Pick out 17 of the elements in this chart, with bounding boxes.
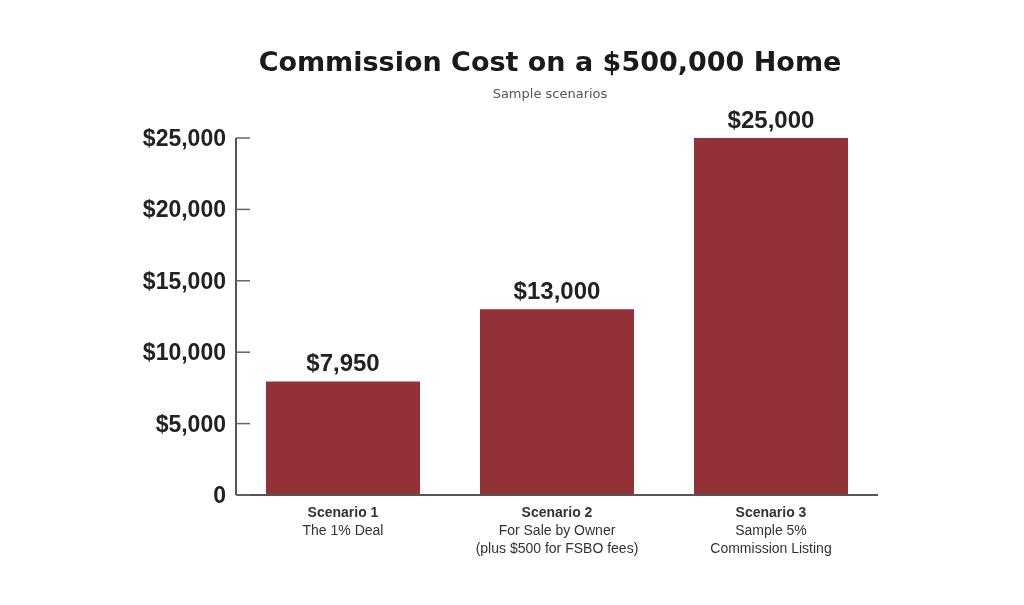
data-label: $7,950 <box>306 349 380 377</box>
x-tick-label: Scenario 1 The 1% Deal <box>302 504 384 538</box>
y-tick-label: 0 <box>213 482 226 508</box>
y-tick-label: $15,000 <box>142 267 226 294</box>
data-label: $13,000 <box>513 277 601 305</box>
data-label: $25,000 <box>727 106 815 133</box>
chart-title: Commission Cost on a $500,000 Home <box>257 46 843 77</box>
y-tick-label: $5,000 <box>155 410 226 437</box>
y-tick-label: $25,000 <box>142 125 226 151</box>
y-tick-label: $10,000 <box>142 339 226 366</box>
bar <box>266 381 420 495</box>
bar <box>694 138 848 495</box>
chart-subtitle: Sample scenarios <box>491 86 609 101</box>
x-tick-label: Scenario 2 For Sale by Owner (plus $500 for FSBO fees) <box>475 504 639 556</box>
x-tick-label: Scenario 3 Sample 5% Commission Listing <box>710 504 832 556</box>
bar <box>480 309 634 495</box>
y-tick-label: $20,000 <box>142 196 226 223</box>
